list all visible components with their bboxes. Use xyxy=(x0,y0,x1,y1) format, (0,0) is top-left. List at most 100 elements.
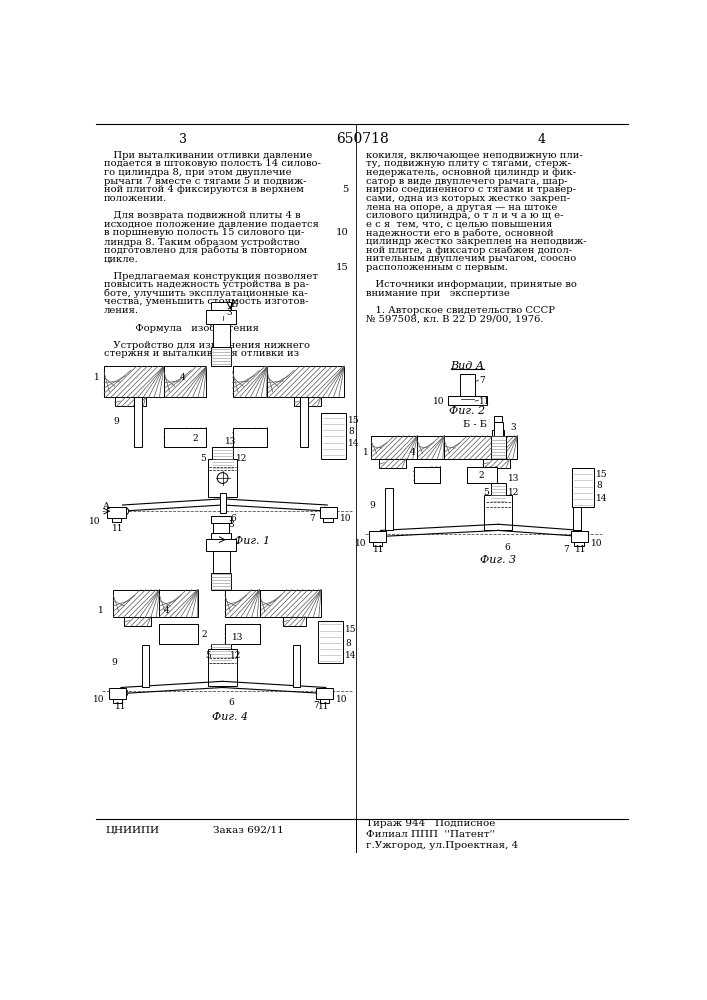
Circle shape xyxy=(121,507,129,515)
Text: 2: 2 xyxy=(201,630,207,639)
Text: сатор в виде двуплечего рычага, шар-: сатор в виде двуплечего рычага, шар- xyxy=(366,177,568,186)
Text: Устройство для извлечения нижнего: Устройство для извлечения нижнего xyxy=(104,341,310,350)
Bar xyxy=(104,366,164,397)
Text: подготовлено для работы в повторном: подготовлено для работы в повторном xyxy=(104,246,307,255)
Text: 3: 3 xyxy=(179,133,187,146)
Bar xyxy=(112,518,121,522)
Circle shape xyxy=(321,507,329,515)
Circle shape xyxy=(379,532,387,540)
Text: стержня и выталкивания отливки из: стержня и выталкивания отливки из xyxy=(104,349,299,358)
Bar xyxy=(113,590,160,617)
Text: 10: 10 xyxy=(89,517,101,526)
Text: 650718: 650718 xyxy=(336,132,389,146)
Text: ной плитой 4 фиксируются в верхнем: ной плитой 4 фиксируются в верхнем xyxy=(104,185,304,194)
Text: Б - Б: Б - Б xyxy=(463,420,487,429)
Text: 14: 14 xyxy=(596,494,607,503)
Text: 15: 15 xyxy=(345,625,356,634)
Bar xyxy=(233,428,267,447)
Text: недержатель, основной цилиндр и фик-: недержатель, основной цилиндр и фик- xyxy=(366,168,576,177)
Text: цилиндр жестко закреплен на неподвиж-: цилиндр жестко закреплен на неподвиж- xyxy=(366,237,586,246)
Bar xyxy=(107,507,127,518)
Bar xyxy=(300,397,308,447)
Bar xyxy=(214,523,229,533)
Text: 7: 7 xyxy=(563,545,569,554)
Text: Заказ 692/11: Заказ 692/11 xyxy=(214,825,284,834)
Bar xyxy=(225,624,259,644)
Bar xyxy=(385,488,393,530)
Text: Фиг. 1: Фиг. 1 xyxy=(234,536,270,546)
Bar xyxy=(219,493,226,513)
Text: Формула   изобретения: Формула изобретения xyxy=(104,323,259,333)
Bar xyxy=(484,495,512,530)
Bar xyxy=(208,459,238,497)
Bar xyxy=(491,436,506,459)
Bar xyxy=(164,428,206,447)
Text: 14: 14 xyxy=(348,439,360,448)
Text: 1: 1 xyxy=(98,606,104,615)
Bar xyxy=(371,436,417,459)
Text: Фиг. 4: Фиг. 4 xyxy=(212,712,248,722)
Text: 11: 11 xyxy=(575,545,587,554)
Text: Вид А: Вид А xyxy=(450,361,484,371)
Text: A: A xyxy=(103,502,110,511)
Text: Предлагаемая конструкция позволяет: Предлагаемая конструкция позволяет xyxy=(104,272,318,281)
Bar xyxy=(213,324,230,347)
Bar xyxy=(283,617,305,626)
Circle shape xyxy=(217,473,228,483)
Text: Фиг. 2: Фиг. 2 xyxy=(450,406,486,416)
Bar xyxy=(417,436,444,459)
Bar xyxy=(571,531,588,542)
Text: Б: Б xyxy=(230,300,238,309)
Text: 5: 5 xyxy=(205,651,211,660)
Bar xyxy=(211,516,231,523)
Text: 10: 10 xyxy=(340,514,352,523)
Text: 1: 1 xyxy=(363,448,369,457)
Text: Источники информации, принятые во: Источники информации, принятые во xyxy=(366,280,577,289)
Text: цикле.: цикле. xyxy=(104,254,139,263)
Text: Б: Б xyxy=(219,529,226,538)
Bar xyxy=(318,620,343,663)
Text: е с я  тем, что, с целью повышения: е с я тем, что, с целью повышения xyxy=(366,220,552,229)
Text: 11: 11 xyxy=(112,524,123,533)
Text: 13: 13 xyxy=(508,474,519,483)
Bar xyxy=(206,310,236,324)
Bar xyxy=(225,590,259,617)
Bar xyxy=(233,366,267,397)
Bar xyxy=(379,459,406,468)
Text: 9: 9 xyxy=(113,417,119,426)
Text: силового цилиндра, о т л и ч а ю щ е-: силового цилиндра, о т л и ч а ю щ е- xyxy=(366,211,563,220)
Text: исходное положение давление подается: исходное положение давление подается xyxy=(104,220,319,229)
Text: 13: 13 xyxy=(232,633,243,642)
Text: 5: 5 xyxy=(200,454,206,463)
Text: нирно соединенного с тягами и травер-: нирно соединенного с тягами и травер- xyxy=(366,185,575,194)
Bar xyxy=(267,366,344,397)
Text: 4: 4 xyxy=(538,133,546,146)
Bar xyxy=(233,428,267,447)
Bar xyxy=(494,416,502,430)
Text: 9: 9 xyxy=(369,500,375,510)
Bar xyxy=(115,397,146,406)
Bar xyxy=(320,699,329,703)
Circle shape xyxy=(120,689,128,697)
Text: 4: 4 xyxy=(180,373,185,382)
Text: 11: 11 xyxy=(479,397,491,406)
Text: 7: 7 xyxy=(313,701,319,710)
Text: 9: 9 xyxy=(112,658,117,667)
Circle shape xyxy=(319,689,327,697)
Bar xyxy=(259,590,321,617)
Text: нительным двуплечим рычагом, соосно: нительным двуплечим рычагом, соосно xyxy=(366,254,576,263)
Text: 10: 10 xyxy=(355,539,366,548)
Bar xyxy=(213,551,230,573)
Text: лена на опоре, а другая — на штоке: лена на опоре, а другая — на штоке xyxy=(366,203,557,212)
Text: 15: 15 xyxy=(336,263,349,272)
Text: 5: 5 xyxy=(342,185,349,194)
Bar xyxy=(211,302,231,310)
Text: 4: 4 xyxy=(409,448,415,457)
Text: в поршневую полость 15 силового ци-: в поршневую полость 15 силового ци- xyxy=(104,228,305,237)
Text: 13: 13 xyxy=(225,437,236,446)
Text: Для возврата подвижной плиты 4 в: Для возврата подвижной плиты 4 в xyxy=(104,211,300,220)
Text: чества, уменьшить стоимость изготов-: чества, уменьшить стоимость изготов- xyxy=(104,297,308,306)
Bar xyxy=(460,374,475,405)
Bar xyxy=(483,459,510,468)
Text: 11: 11 xyxy=(115,702,127,711)
